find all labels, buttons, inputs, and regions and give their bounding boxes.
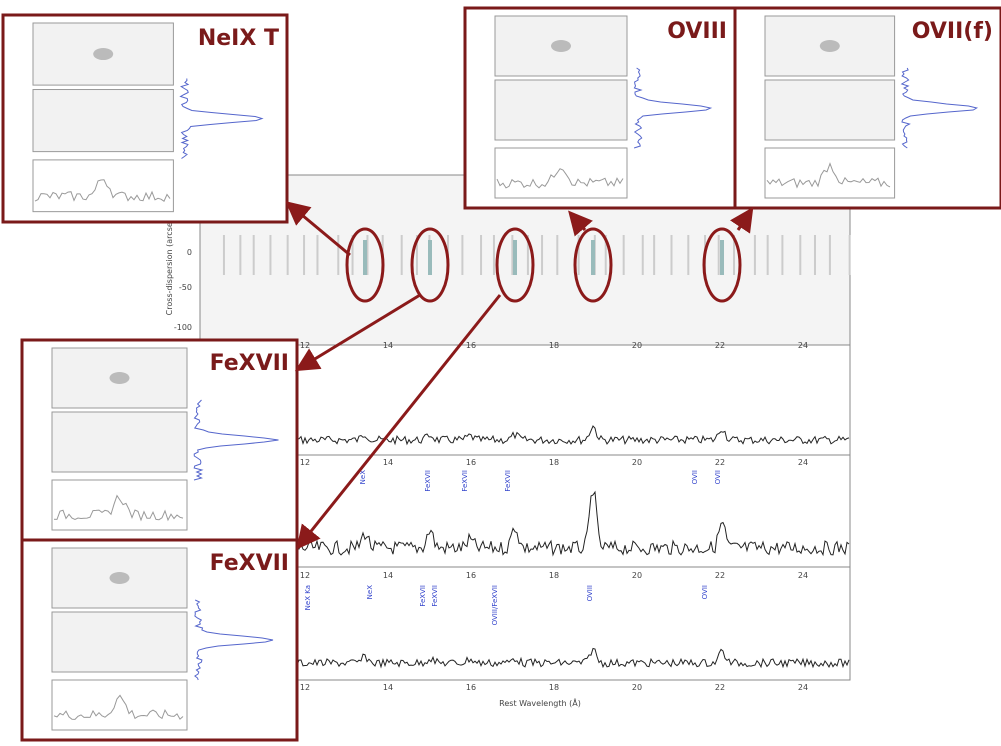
inset-title: NeIX T: [198, 26, 279, 51]
image-streak: [253, 235, 255, 275]
image-line: [513, 240, 517, 275]
inset-blob: [551, 40, 571, 52]
image-streak: [653, 235, 655, 275]
page: {"main":{"y_axis_label":"Cross-dispersio…: [0, 0, 1001, 742]
image-streak: [829, 235, 831, 275]
x-tick-label: 22: [715, 571, 725, 580]
image-streak: [754, 235, 756, 275]
inset-blob: [820, 40, 840, 52]
inset-image: [52, 412, 187, 472]
image-streak: [316, 235, 318, 275]
x-tick-label: 22: [715, 458, 725, 467]
x-tick-label: 16: [466, 571, 476, 580]
image-streak: [767, 235, 769, 275]
inset-plot: [52, 680, 187, 730]
x-tick-label: 16: [466, 683, 476, 692]
line-id: OVII: [714, 470, 722, 484]
x-tick-label: 18: [549, 458, 559, 467]
x-tick-label: 14: [383, 341, 393, 350]
x-tick-label: 20: [632, 683, 642, 692]
image-line: [591, 240, 595, 275]
inset-blob: [93, 48, 113, 60]
image-streak: [671, 235, 673, 275]
x-tick-label: 16: [466, 341, 476, 350]
image-streak: [480, 235, 482, 275]
inset-plot: [495, 148, 627, 198]
image-line: [720, 240, 724, 275]
x-tick-label: 20: [632, 341, 642, 350]
image-streak: [287, 235, 289, 275]
x-tick-label: 18: [549, 683, 559, 692]
x-tick-label: 24: [798, 683, 808, 692]
image-streak: [814, 235, 816, 275]
line-id: OVII: [691, 470, 699, 484]
x-tick-label: 22: [715, 683, 725, 692]
line-id: FeXVII: [424, 470, 432, 492]
image-streak: [849, 235, 851, 275]
x-tick-label: 14: [383, 458, 393, 467]
y-tick-label: -50: [179, 283, 192, 292]
x-axis-label: Rest Wavelength (Å): [499, 697, 581, 708]
x-tick-label: 20: [632, 571, 642, 580]
image-streak: [799, 235, 801, 275]
line-id: FeXVII: [504, 470, 512, 492]
y-axis-label: Cross-dispersion (arcsec): [165, 215, 174, 316]
inset-image: [495, 80, 627, 140]
line-id: OVIII/FeXVII: [491, 585, 499, 625]
line-id: FeXVII: [431, 585, 439, 607]
y-tick-label: 0: [187, 248, 192, 257]
line-id: NeX: [366, 585, 374, 600]
inset-image: [52, 612, 187, 672]
line-id: FeXVII: [461, 470, 469, 492]
inset-title: OVIII: [667, 19, 727, 44]
inset-title: OVII(f): [912, 19, 993, 44]
line-id: FeXVII: [419, 585, 427, 607]
line-id: OVIII: [586, 585, 594, 601]
y-tick-label: -100: [174, 323, 192, 332]
x-tick-label: 12: [300, 341, 310, 350]
image-line: [363, 240, 367, 275]
x-tick-label: 14: [383, 571, 393, 580]
x-tick-label: 12: [300, 571, 310, 580]
x-tick-label: 24: [798, 571, 808, 580]
inset-plot: [33, 160, 173, 212]
x-tick-label: 14: [383, 683, 393, 692]
inset-plot: [52, 480, 187, 530]
inset-blob: [110, 572, 130, 584]
x-tick-label: 12: [300, 458, 310, 467]
image-streak: [461, 235, 463, 275]
image-streak: [269, 235, 271, 275]
x-tick-label: 22: [715, 341, 725, 350]
inset-image: [33, 90, 173, 152]
x-tick-label: 20: [632, 458, 642, 467]
inset-plot: [765, 148, 895, 198]
x-tick-label: 16: [466, 458, 476, 467]
x-tick-label: 12: [300, 683, 310, 692]
image-line: [428, 240, 432, 275]
image-streak: [687, 235, 689, 275]
image-streak: [337, 235, 339, 275]
image-streak: [493, 235, 495, 275]
image-streak: [718, 235, 720, 275]
x-tick-label: 18: [549, 571, 559, 580]
figure: Cross-dispersion (arcsec) 0 -50 -100 12 14 16 1…: [0, 0, 1001, 742]
image-streak: [223, 235, 225, 275]
inset-title: FeXVII: [210, 351, 289, 376]
image-streak: [623, 235, 625, 275]
inset-blob: [110, 372, 130, 384]
inset-image: [765, 80, 895, 140]
image-streak: [556, 235, 558, 275]
image-streak: [401, 235, 403, 275]
image-streak: [239, 235, 241, 275]
x-tick-label: 24: [798, 458, 808, 467]
x-tick-label: 24: [798, 341, 808, 350]
x-tick-label: 18: [549, 341, 559, 350]
image-streak: [303, 235, 305, 275]
image-streak: [541, 235, 543, 275]
image-streak: [781, 235, 783, 275]
line-id: OVII: [701, 585, 709, 599]
image-streak: [642, 235, 644, 275]
inset-title: FeXVII: [210, 551, 289, 576]
line-id: NeX Ka: [304, 585, 312, 610]
